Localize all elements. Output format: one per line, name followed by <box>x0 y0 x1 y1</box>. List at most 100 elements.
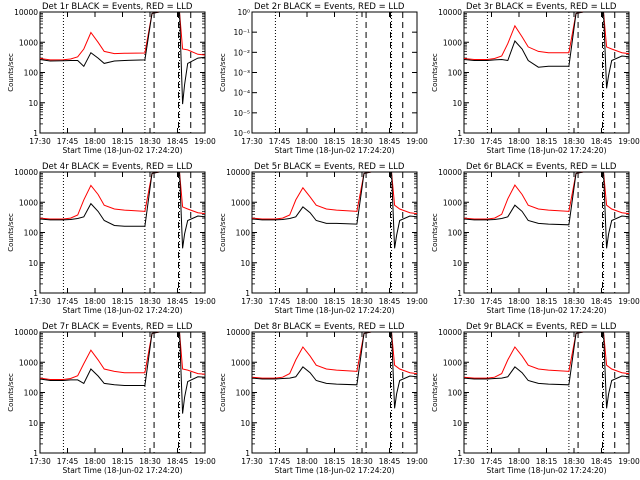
x-tick-label: 17:45 <box>57 297 79 306</box>
detector-panel-5: Det 5r BLACK = Events, RED = LLD 1 10 100 10… <box>219 162 428 315</box>
y-tick-label: 1000 <box>443 38 462 47</box>
y-tick-label: 10 <box>28 259 38 268</box>
y-tick-label: 10⁻³ <box>233 69 250 78</box>
x-tick-label: 17:45 <box>481 137 503 146</box>
x-tick-label: 17:45 <box>269 137 291 146</box>
y-axis-label: Counts/sec <box>7 213 15 252</box>
x-tick-label: 17:45 <box>269 457 291 466</box>
x-tick-label: 18:00 <box>508 457 530 466</box>
panel-title: Det 4r BLACK = Events, RED = LLD <box>42 162 193 172</box>
y-tick-label: 10 <box>452 259 462 268</box>
x-tick-label: 17:30 <box>453 457 475 466</box>
y-axis-label: Counts/sec <box>431 213 439 252</box>
events-series-line <box>251 331 418 409</box>
x-tick-label: 18:15 <box>536 297 558 306</box>
y-tick-label: 100 <box>448 69 463 78</box>
y-tick-label: 10000 <box>14 168 38 177</box>
x-tick-label: 18:30 <box>139 297 161 306</box>
x-tick-label: 18:45 <box>167 297 189 306</box>
x-tick-label: 17:45 <box>481 297 503 306</box>
x-tick-label: 17:30 <box>29 457 51 466</box>
x-tick-label: 18:00 <box>296 297 318 306</box>
lld-series-line <box>39 331 206 380</box>
events-series-line <box>39 331 206 414</box>
y-tick-label: 1000 <box>19 38 38 47</box>
x-tick-label: 18:45 <box>167 457 189 466</box>
lld-series-line <box>463 331 630 379</box>
y-axis-label: Counts/sec <box>219 53 227 92</box>
y-tick-label: 10000 <box>438 328 462 337</box>
panel-title: Det 5r BLACK = Events, RED = LLD <box>254 162 405 172</box>
events-series-line <box>251 171 418 249</box>
y-tick-label: 10⁰ <box>237 8 250 17</box>
y-tick-label: 10⁻⁶ <box>233 129 250 138</box>
x-tick-label: 18:15 <box>536 137 558 146</box>
x-tick-label: 18:15 <box>112 297 134 306</box>
x-tick-label: 17:30 <box>453 297 475 306</box>
lld-series-line <box>463 11 630 60</box>
y-tick-label: 10 <box>240 419 250 428</box>
x-axis-label: Start Time (18-Jun-02 17:24:20) <box>63 146 183 155</box>
x-tick-label: 18:45 <box>379 297 401 306</box>
x-tick-label: 19:00 <box>618 137 640 146</box>
y-tick-label: 10000 <box>14 8 38 17</box>
x-tick-label: 19:00 <box>618 457 640 466</box>
y-tick-label: 1000 <box>443 358 462 367</box>
detector-panel-2: Det 2r BLACK = Events, RED = LLD 10⁰ 10⁻¹ 1… <box>219 2 428 155</box>
x-tick-label: 18:00 <box>296 137 318 146</box>
y-tick-label: 1000 <box>19 358 38 367</box>
y-tick-label: 1000 <box>231 198 250 207</box>
panel-title: Det 2r BLACK = Events, RED = LLD <box>254 2 405 12</box>
x-tick-label: 17:30 <box>241 297 263 306</box>
x-tick-label: 17:45 <box>57 457 79 466</box>
x-tick-label: 18:15 <box>112 137 134 146</box>
x-axis-label: Start Time (18-Jun-02 17:24:20) <box>275 146 395 155</box>
y-tick-label: 10⁻² <box>233 48 250 57</box>
x-tick-label: 18:15 <box>536 457 558 466</box>
y-tick-label: 100 <box>236 229 251 238</box>
x-tick-label: 17:45 <box>57 137 79 146</box>
x-tick-label: 17:30 <box>241 457 263 466</box>
y-tick-label: 10000 <box>226 168 250 177</box>
y-axis-label: Counts/sec <box>7 53 15 92</box>
x-tick-label: 18:00 <box>508 137 530 146</box>
y-tick-label: 10000 <box>226 328 250 337</box>
y-tick-label: 10000 <box>438 168 462 177</box>
y-tick-label: 1 <box>457 129 462 138</box>
x-tick-label: 18:30 <box>563 457 585 466</box>
detector-panel-4: Det 4r BLACK = Events, RED = LLD 1 10 100 10… <box>7 162 216 315</box>
x-tick-label: 17:30 <box>241 137 263 146</box>
events-series-line <box>463 11 630 89</box>
x-axis-label: Start Time (18-Jun-02 17:24:20) <box>275 306 395 315</box>
plot-frame <box>251 11 418 134</box>
y-axis-label: Counts/sec <box>7 373 15 412</box>
y-tick-label: 1000 <box>443 198 462 207</box>
x-tick-label: 18:45 <box>167 137 189 146</box>
x-tick-label: 19:00 <box>618 297 640 306</box>
x-tick-label: 18:45 <box>591 457 613 466</box>
x-tick-label: 18:45 <box>379 457 401 466</box>
y-tick-label: 10⁻¹ <box>233 28 250 37</box>
detector-panel-8: Det 8r BLACK = Events, RED = LLD 1 10 100 10… <box>219 322 428 475</box>
x-tick-label: 18:30 <box>563 297 585 306</box>
events-series-line <box>39 171 206 249</box>
x-tick-label: 18:00 <box>508 297 530 306</box>
y-tick-label: 10 <box>240 259 250 268</box>
x-tick-label: 18:45 <box>379 137 401 146</box>
y-tick-label: 1 <box>245 449 250 458</box>
y-tick-label: 1 <box>33 129 38 138</box>
events-series-line <box>463 331 630 409</box>
panel-title: Det 8r BLACK = Events, RED = LLD <box>254 322 405 332</box>
x-tick-label: 18:30 <box>351 457 373 466</box>
y-tick-label: 1 <box>245 289 250 298</box>
detector-panel-3: Det 3r BLACK = Events, RED = LLD 1 10 100 10… <box>431 2 640 155</box>
y-tick-label: 10 <box>28 419 38 428</box>
x-tick-label: 18:00 <box>84 137 106 146</box>
y-tick-label: 10 <box>452 99 462 108</box>
x-tick-label: 18:00 <box>296 457 318 466</box>
y-tick-label: 100 <box>24 229 39 238</box>
x-tick-label: 19:00 <box>194 457 216 466</box>
detector-panel-1: Det 1r BLACK = Events, RED = LLD 1 10 100 10… <box>7 2 216 155</box>
y-tick-label: 1 <box>457 289 462 298</box>
